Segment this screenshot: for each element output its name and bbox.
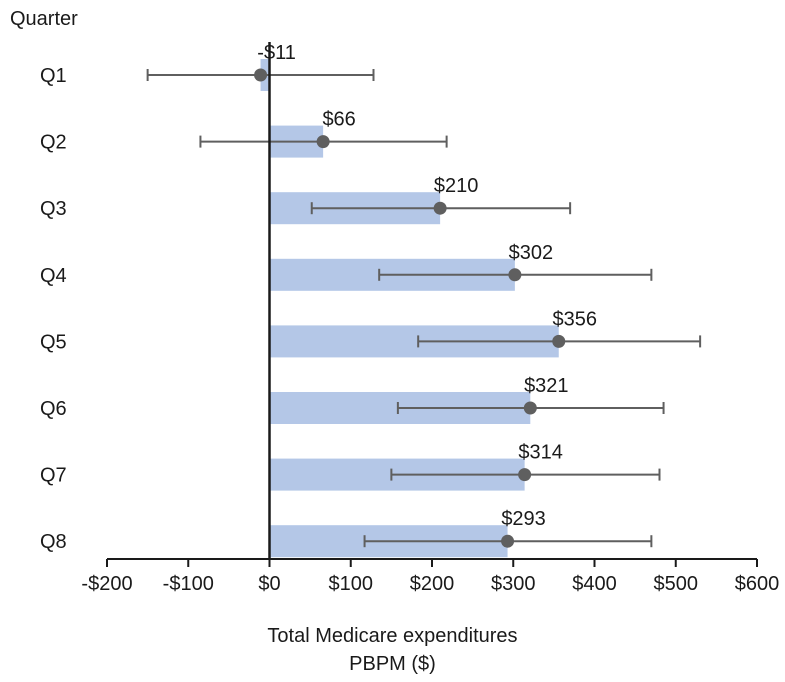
point-markers-layer [254, 68, 566, 548]
x-tick-label: $0 [258, 573, 280, 595]
x-axis-title-line-1: Total Medicare expenditures [267, 625, 518, 647]
value-labels-layer: -$11 $66 $210 $302 $356 $321 $314 $293 [257, 42, 597, 530]
category-label-q7: Q7 [40, 465, 67, 487]
point-q1 [254, 68, 268, 82]
value-label-q8: $293 [501, 508, 546, 530]
value-label-q1: -$11 [257, 42, 296, 64]
point-q5 [552, 334, 566, 348]
point-q6 [523, 401, 537, 415]
x-axis-title-line-2: PBPM ($) [349, 653, 436, 675]
value-label-q2: $66 [322, 109, 355, 131]
value-label-q6: $321 [524, 375, 569, 397]
error-bars-layer [146, 69, 702, 548]
category-label-q8: Q8 [40, 531, 67, 553]
category-label-q1: Q1 [40, 65, 67, 87]
category-label-q3: Q3 [40, 198, 67, 220]
category-label-q6: Q6 [40, 398, 67, 420]
x-tick-label: $400 [572, 573, 617, 595]
value-label-q5: $356 [553, 308, 598, 330]
point-q7 [518, 468, 532, 482]
y-axis-title: Quarter [10, 8, 78, 30]
value-label-q3: $210 [434, 175, 479, 197]
x-tick-label: -$200 [81, 573, 132, 595]
point-q8 [501, 534, 515, 548]
x-ticks-layer: -$200 -$100 $0 $100 $200 $300 $400 $500 $600 [81, 559, 779, 595]
point-q4 [508, 268, 522, 282]
x-tick-label: $500 [654, 573, 699, 595]
category-label-q4: Q4 [40, 265, 67, 287]
category-labels-layer: Q1 Q2 Q3 Q4 Q5 Q6 Q7 Q8 [40, 65, 67, 553]
x-tick-label: -$100 [163, 573, 214, 595]
category-label-q2: Q2 [40, 132, 67, 154]
x-tick-label: $200 [410, 573, 455, 595]
x-tick-label: $100 [329, 573, 374, 595]
value-label-q7: $314 [518, 442, 563, 464]
x-tick-label: $600 [735, 573, 780, 595]
x-tick-label: $300 [491, 573, 536, 595]
value-label-q4: $302 [509, 242, 554, 264]
category-label-q5: Q5 [40, 331, 67, 353]
point-q3 [433, 201, 447, 215]
bars-layer [260, 59, 559, 558]
point-q2 [316, 135, 330, 149]
